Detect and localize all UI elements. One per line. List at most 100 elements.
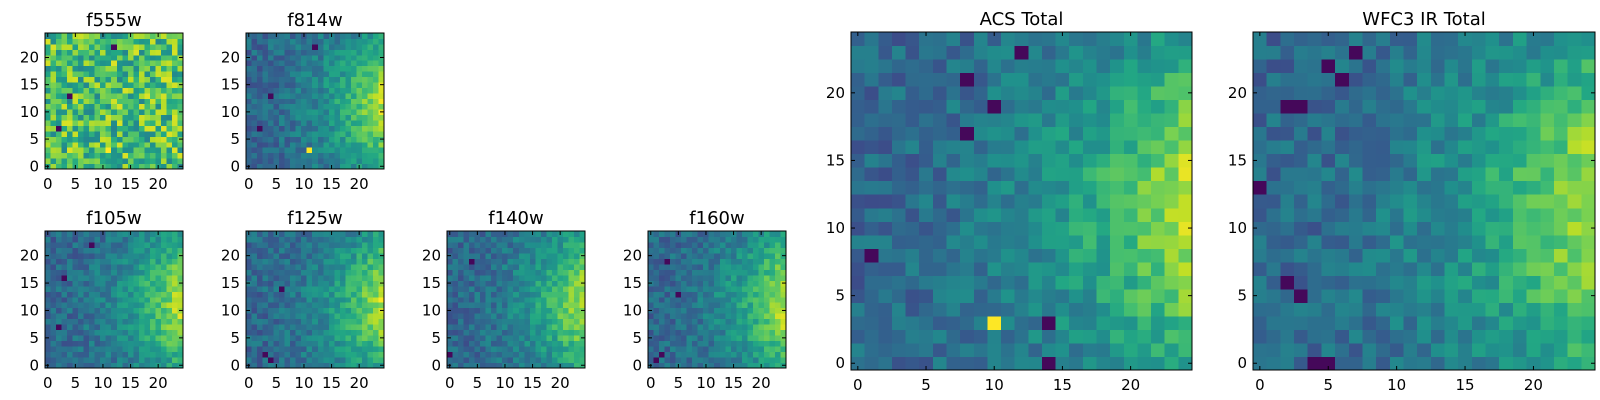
heatmap-cell [166, 92, 173, 99]
heatmap-cell [284, 43, 291, 50]
heatmap-cell [1485, 261, 1500, 276]
heatmap-cell [116, 269, 123, 276]
heatmap-cell [246, 60, 253, 67]
heatmap-cell [485, 291, 492, 298]
heatmap-cell [56, 302, 63, 309]
heatmap-cell [1526, 329, 1541, 344]
heatmap-cell [774, 318, 781, 325]
heatmap-cell [61, 269, 68, 276]
heatmap-cell [279, 120, 286, 126]
heatmap-cell [1041, 234, 1057, 249]
heatmap-cell [339, 346, 346, 353]
heatmap-cell [94, 92, 101, 99]
heatmap-cell [372, 136, 379, 143]
heatmap-cell [1001, 315, 1016, 330]
heatmap-cell [763, 318, 770, 325]
heatmap-cell [1403, 261, 1418, 276]
heatmap-cell [708, 351, 715, 358]
heatmap-cell [1567, 207, 1582, 222]
heatmap-cell [67, 163, 74, 170]
heatmap-cell [317, 340, 324, 347]
heatmap-cell [94, 274, 101, 281]
heatmap-cell [579, 329, 586, 336]
heatmap-cell [45, 71, 52, 78]
heatmap-cell [1526, 302, 1541, 317]
heatmap-cell [1164, 356, 1179, 371]
heatmap-cell [328, 152, 335, 159]
heatmap-cell [452, 351, 459, 358]
heatmap-cell [485, 357, 492, 364]
heatmap-cell [127, 60, 134, 67]
heatmap-cell [56, 60, 63, 67]
heatmap-cell [312, 362, 319, 369]
heatmap-cell [171, 71, 178, 78]
heatmap-cell [474, 247, 481, 254]
heatmap-cell [50, 38, 57, 45]
heatmap-cell [529, 236, 536, 243]
heatmap-cell [133, 252, 140, 259]
heatmap-cell [1553, 315, 1569, 330]
heatmap-cell [496, 362, 503, 369]
heatmap-cell [719, 285, 726, 292]
heatmap-cell [780, 346, 787, 353]
heatmap-cell [1335, 221, 1350, 236]
heatmap-cell [546, 302, 553, 309]
heatmap-cell [1567, 221, 1582, 236]
heatmap-cell [246, 291, 253, 298]
heatmap-cell [535, 296, 542, 303]
heatmap-cell [736, 340, 743, 347]
heatmap-cell [45, 49, 52, 56]
heatmap-cell [317, 163, 324, 170]
heatmap-cell [312, 163, 319, 170]
heatmap-cell [334, 38, 341, 45]
heatmap-cell [160, 280, 167, 287]
heatmap-cell [89, 76, 96, 83]
heatmap-cell [160, 81, 167, 88]
heatmap-cell [295, 76, 302, 83]
heatmap-cell [328, 351, 335, 358]
heatmap-cell [361, 49, 368, 56]
heatmap-cell [692, 274, 699, 281]
heatmap-cell [177, 147, 184, 154]
heatmap-cell [1540, 275, 1555, 290]
heatmap-cell [1485, 342, 1500, 357]
heatmap-cell [138, 152, 145, 159]
heatmap-cell [1403, 356, 1418, 371]
heatmap-cell [469, 296, 476, 303]
heatmap-cell [339, 33, 346, 39]
heatmap-cell [1069, 167, 1084, 182]
heatmap-cell [1280, 167, 1295, 182]
heatmap-cell [273, 263, 280, 270]
heatmap-cell [1123, 207, 1138, 222]
heatmap-cell [295, 152, 302, 159]
heatmap-cell [350, 313, 357, 320]
heatmap-cell [535, 351, 542, 358]
heatmap-cell [127, 114, 134, 121]
heatmap-cell [89, 120, 96, 126]
heatmap-cell [328, 158, 335, 165]
heatmap-cell [946, 275, 961, 290]
heatmap-cell [878, 221, 893, 236]
heatmap-cell [752, 285, 759, 292]
heatmap-cell [116, 285, 123, 292]
heatmap-cell [111, 152, 118, 159]
heatmap-cell [752, 335, 759, 342]
heatmap-cell [100, 329, 107, 336]
heatmap-cell [72, 302, 79, 309]
heatmap-cell [741, 296, 748, 303]
heatmap-cell [905, 248, 920, 263]
heatmap-cell [166, 130, 173, 137]
heatmap-cell [763, 351, 770, 358]
heatmap-cell [697, 335, 704, 342]
heatmap-cell [155, 103, 162, 110]
heatmap-cell [502, 252, 509, 259]
heatmap-cell [83, 130, 90, 137]
heatmap-cell [763, 269, 770, 276]
heatmap-cell [496, 236, 503, 243]
heatmap-cell [273, 236, 280, 243]
heatmap-cell [469, 274, 476, 281]
heatmap-cell [312, 269, 319, 276]
heatmap-cell [138, 136, 145, 143]
heatmap-cell [1567, 275, 1582, 290]
heatmap-cell [378, 285, 385, 292]
